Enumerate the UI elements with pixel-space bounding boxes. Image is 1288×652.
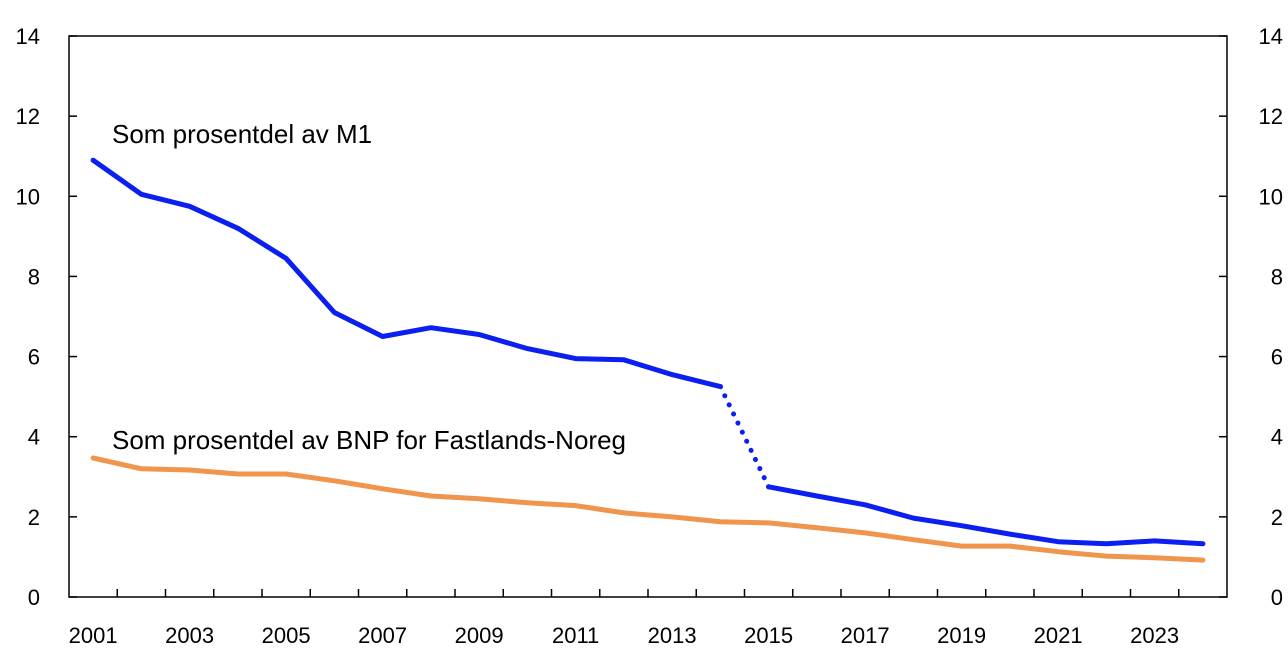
right-y-axis: 0 2 4 6 8 10 12 14 (1219, 24, 1283, 610)
y-tick-label-right: 6 (1271, 345, 1283, 370)
series-label-m1: Som prosentdel av M1 (112, 119, 372, 149)
x-tick-label: 2009 (455, 623, 504, 648)
y-tick-label-left: 10 (16, 184, 40, 209)
series-line-bnp (90, 455, 1206, 563)
y-tick-label-right: 12 (1259, 104, 1283, 129)
x-tick-label: 2013 (648, 623, 697, 648)
left-y-axis: 0 2 4 6 8 10 12 14 (16, 24, 77, 610)
series-line-m1-dotted (717, 384, 772, 490)
y-tick-label-right: 14 (1259, 24, 1283, 49)
series-label-bnp: Som prosentdel av BNP for Fastlands-Nore… (112, 425, 626, 455)
x-tick-label: 2001 (69, 623, 118, 648)
series-line-m1-solid-1 (90, 157, 723, 390)
y-tick-label-left: 2 (28, 505, 40, 530)
x-tick-label: 2023 (1130, 623, 1179, 648)
x-tick-label: 2011 (552, 623, 599, 648)
y-tick-label-left: 12 (16, 104, 40, 129)
y-tick-label-right: 2 (1271, 505, 1283, 530)
y-tick-label-left: 8 (28, 264, 40, 289)
y-tick-label-right: 4 (1271, 425, 1283, 450)
y-tick-label-left: 4 (28, 425, 40, 450)
y-tick-label-left: 14 (16, 24, 40, 49)
x-tick-label: 2019 (937, 623, 986, 648)
y-tick-label-right: 0 (1271, 585, 1283, 610)
x-tick-label: 2003 (165, 623, 214, 648)
x-tick-label: 2017 (841, 623, 890, 648)
series-layer (90, 157, 1206, 563)
x-tick-label: 2005 (262, 623, 311, 648)
y-tick-label-left: 0 (28, 585, 40, 610)
x-axis: 2001 2003 2005 2007 2009 2011 2013 2015 2017 2019… (69, 589, 1180, 648)
x-tick-label: 2021 (1034, 623, 1083, 648)
y-tick-label-right: 10 (1259, 184, 1283, 209)
y-tick-label-left: 6 (28, 345, 40, 370)
x-tick-label: 2015 (744, 623, 793, 648)
x-tick-label: 2007 (358, 623, 407, 648)
series-line-m1-solid-2 (766, 484, 1206, 547)
y-tick-label-right: 8 (1271, 264, 1283, 289)
